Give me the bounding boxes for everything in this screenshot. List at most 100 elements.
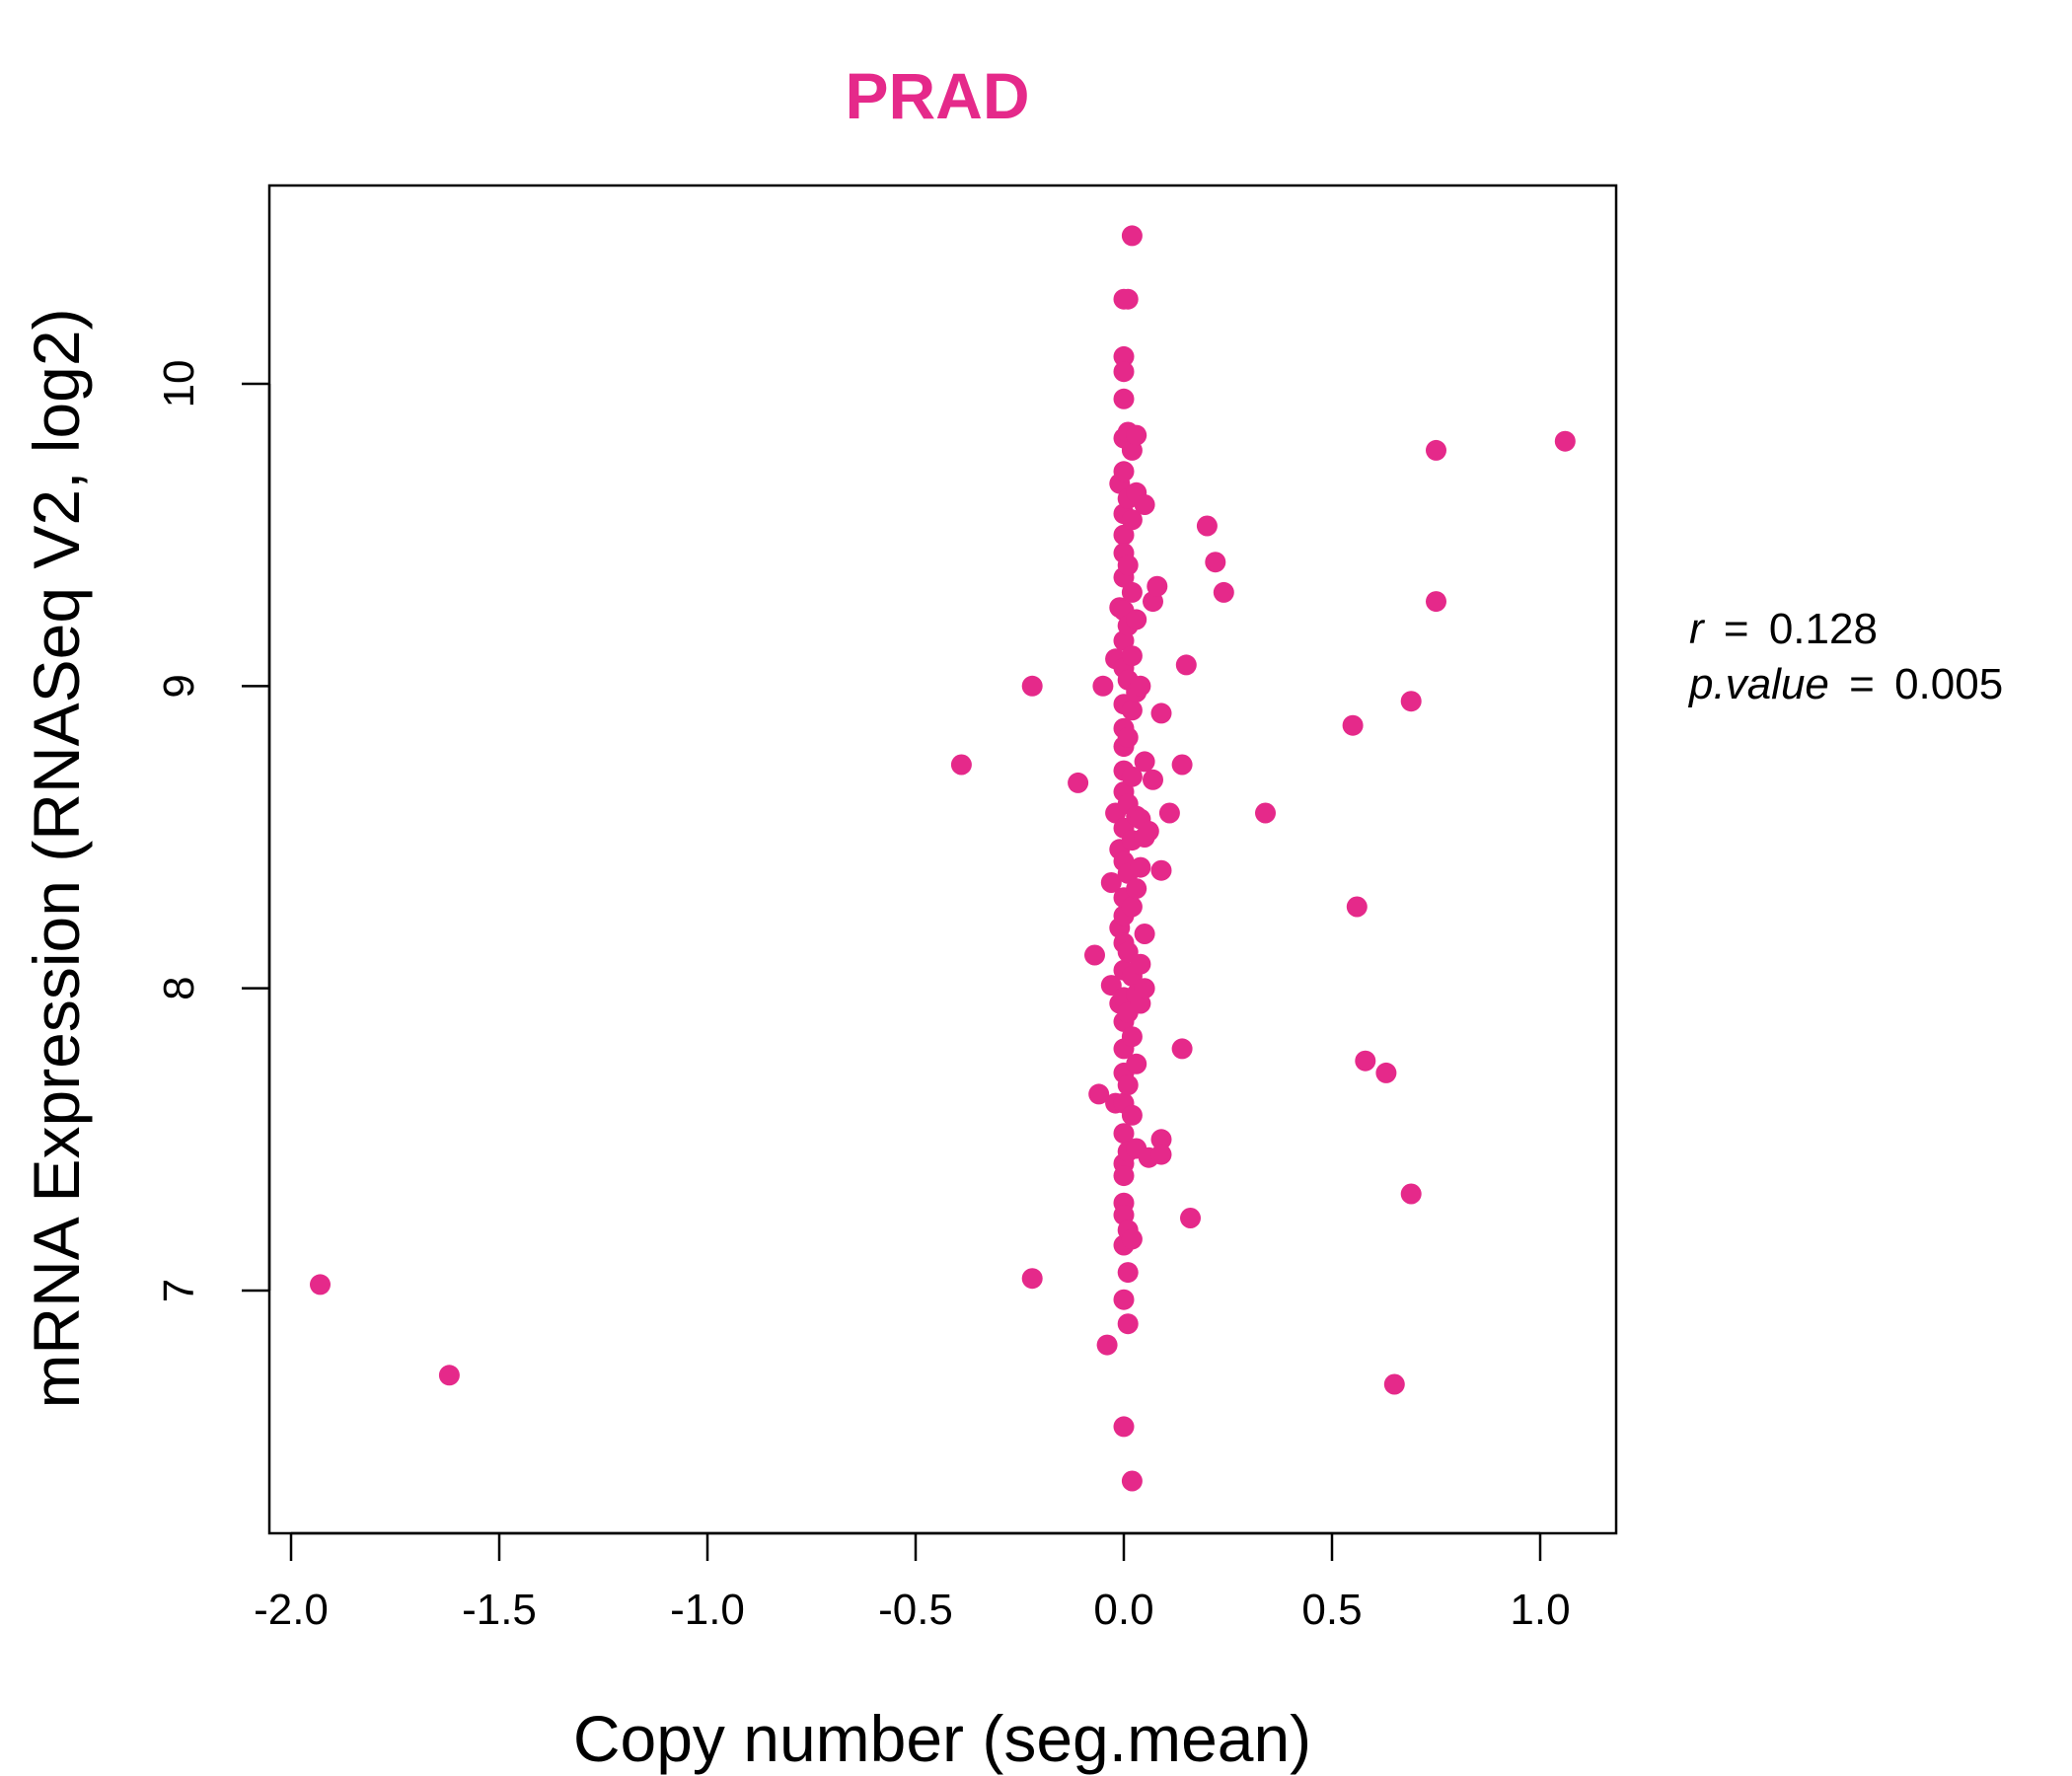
data-point-10 <box>1100 872 1122 893</box>
data-point-51 <box>1113 1165 1135 1187</box>
data-point-98 <box>1130 856 1151 878</box>
data-point-63 <box>1117 726 1139 748</box>
p-value-value: 0.005 <box>1894 660 2003 708</box>
y-axis-tick-labels: 7 8 9 10 <box>155 360 203 1303</box>
data-point-21 <box>1113 345 1135 367</box>
r-stat-value: 0.128 <box>1769 605 1878 653</box>
r-stat-label: r <box>1689 605 1706 653</box>
x-tick-label-6: 1.0 <box>1510 1586 1570 1634</box>
data-point-60 <box>1117 555 1139 576</box>
y-tick-label-0: 7 <box>155 1279 203 1302</box>
x-tick-label-5: 0.5 <box>1301 1586 1362 1634</box>
y-tick-label-3: 10 <box>155 360 203 408</box>
data-point-96 <box>1130 675 1151 697</box>
data-point-1 <box>438 1365 460 1386</box>
data-point-86 <box>1121 1470 1143 1492</box>
data-point-117 <box>1171 1038 1193 1060</box>
data-point-133 <box>1554 430 1576 452</box>
data-point-130 <box>1400 1183 1422 1205</box>
p-value-eq: = <box>1849 660 1875 708</box>
data-point-25 <box>1113 461 1135 482</box>
data-point-125 <box>1346 896 1368 918</box>
data-point-85 <box>1121 1228 1143 1250</box>
x-tick-label-4: 0.0 <box>1093 1586 1153 1634</box>
data-point-79 <box>1121 766 1143 787</box>
data-point-114 <box>1150 1144 1172 1165</box>
data-point-120 <box>1196 515 1218 537</box>
data-point-49 <box>1113 1123 1135 1145</box>
data-point-119 <box>1180 1208 1201 1228</box>
data-point-127 <box>1375 1062 1397 1083</box>
r-stat: r = 0.128 <box>1689 605 1878 653</box>
data-point-87 <box>1126 424 1147 446</box>
data-point-5 <box>1068 772 1089 793</box>
data-point-109 <box>1143 769 1163 790</box>
x-axis-title: Copy number (seg.mean) <box>573 1702 1311 1775</box>
x-axis-tick-labels: -2.0 -1.5 -1.0 -0.5 0.0 0.5 1.0 <box>254 1586 1571 1634</box>
data-point-128 <box>1383 1373 1405 1395</box>
data-point-106 <box>1138 820 1159 842</box>
plot-frame <box>267 184 1618 1535</box>
data-point-124 <box>1342 714 1364 736</box>
y-tick-label-1: 8 <box>155 976 203 999</box>
data-point-73 <box>1121 225 1143 247</box>
data-point-110 <box>1147 575 1168 597</box>
data-point-9 <box>1096 1334 1118 1356</box>
data-point-78 <box>1121 700 1143 721</box>
data-point-76 <box>1121 581 1143 603</box>
data-point-121 <box>1205 552 1226 573</box>
y-tick-label-2: 9 <box>155 674 203 698</box>
data-point-101 <box>1134 494 1155 515</box>
data-point-99 <box>1130 953 1151 975</box>
data-point-84 <box>1121 1104 1143 1126</box>
data-point-132 <box>1426 591 1446 613</box>
x-tick-label-3: -0.5 <box>878 1586 953 1634</box>
p-value-label: p.value <box>1687 660 1829 708</box>
data-point-68 <box>1117 1074 1139 1096</box>
data-point-94 <box>1126 1053 1147 1074</box>
x-tick-label-2: -1.0 <box>670 1586 745 1634</box>
data-point-77 <box>1121 645 1143 667</box>
data-point-2 <box>950 754 972 776</box>
data-point-104 <box>1134 924 1155 944</box>
data-point-56 <box>1113 1416 1135 1438</box>
x-tick-label-1: -1.5 <box>462 1586 537 1634</box>
data-points <box>310 225 1576 1492</box>
data-point-71 <box>1117 1262 1139 1284</box>
data-point-83 <box>1121 1026 1143 1048</box>
data-point-0 <box>310 1274 331 1295</box>
data-point-7 <box>1088 1083 1110 1105</box>
data-point-81 <box>1121 896 1143 918</box>
data-point-3 <box>1021 675 1043 697</box>
r-stat-eq: = <box>1724 605 1749 653</box>
p-value-stat: p.value = 0.005 <box>1687 660 2003 708</box>
data-point-111 <box>1150 703 1172 724</box>
y-axis-ticks <box>242 382 269 1293</box>
data-point-113 <box>1150 1129 1172 1150</box>
data-point-72 <box>1117 1313 1139 1335</box>
data-point-112 <box>1150 859 1172 881</box>
data-point-129 <box>1400 691 1422 712</box>
data-point-105 <box>1134 978 1155 999</box>
data-point-102 <box>1134 751 1155 773</box>
data-point-115 <box>1158 802 1180 824</box>
data-point-8 <box>1092 675 1114 697</box>
data-point-116 <box>1171 754 1193 776</box>
x-tick-label-0: -2.0 <box>254 1586 329 1634</box>
data-point-75 <box>1121 509 1143 531</box>
data-point-27 <box>1113 524 1135 546</box>
data-point-22 <box>1113 361 1135 383</box>
data-point-4 <box>1021 1268 1043 1290</box>
data-point-92 <box>1126 878 1147 900</box>
data-point-6 <box>1084 944 1105 966</box>
chart-title: PRAD <box>845 59 1029 132</box>
data-point-55 <box>1113 1289 1135 1310</box>
data-point-126 <box>1355 1050 1376 1072</box>
data-point-57 <box>1117 288 1139 310</box>
data-point-89 <box>1126 609 1147 630</box>
data-point-118 <box>1175 654 1197 676</box>
y-axis-title: mRNA Expression (RNASeq V2, log2) <box>20 308 93 1408</box>
data-point-122 <box>1213 581 1234 603</box>
data-point-23 <box>1113 388 1135 409</box>
